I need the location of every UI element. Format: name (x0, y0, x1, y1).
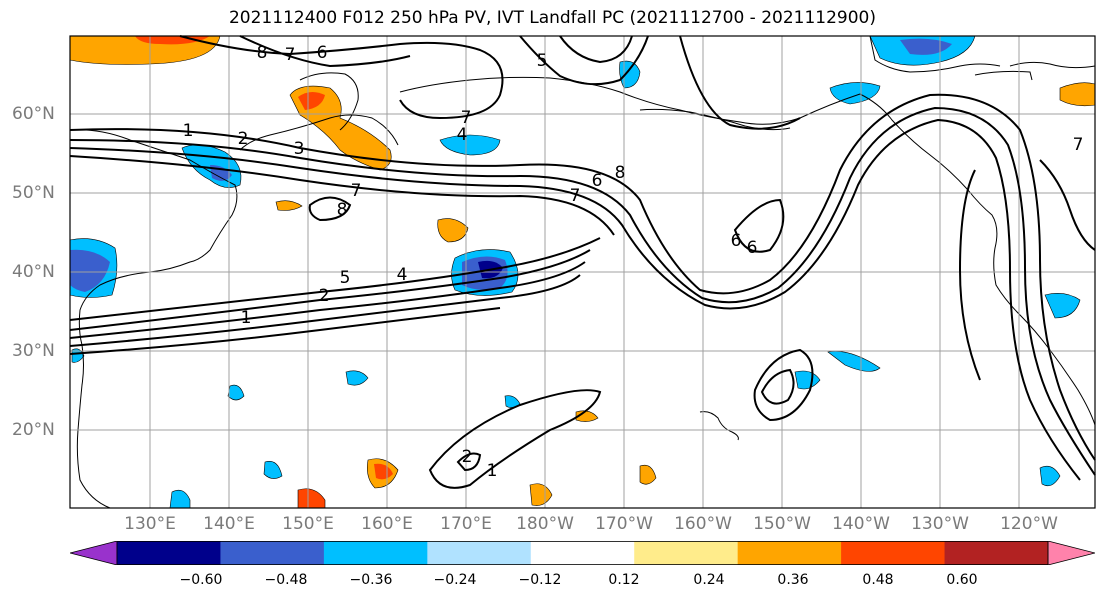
contour-labels: 8 7 6 1 2 3 4 5 7 4 8 7 8 6 5 7 2 1 2 1 … (183, 43, 1084, 481)
contour-label: 7 (351, 181, 362, 201)
lat-tick: 20°N (12, 420, 55, 440)
colorbar-extend-low (70, 541, 118, 565)
contour-label: 6 (731, 231, 742, 251)
shade-blue-south-1 (345, 370, 369, 386)
colorbar-cell (737, 541, 842, 565)
contour-label: 7 (285, 45, 296, 65)
contour-label: 8 (615, 163, 626, 183)
lat-tick: 30°N (12, 341, 55, 361)
lon-tick: 130°E (124, 514, 176, 534)
lon-tick: 160°E (361, 514, 413, 534)
shade-blue-sw-small (827, 351, 881, 372)
lon-tick: 120°W (1000, 514, 1058, 534)
contour-label: 7 (461, 108, 472, 128)
shade-red-south-1b (374, 463, 393, 480)
colorbar-label: −0.12 (518, 572, 562, 588)
colorbar-cell (220, 541, 325, 565)
colorbar-extend-high (1047, 541, 1095, 565)
contour-label: 6 (317, 43, 328, 63)
contour-label: 4 (457, 125, 468, 145)
contour-label: 2 (238, 129, 249, 149)
colorbar-cell (841, 541, 946, 565)
contour-label: 8 (337, 200, 348, 220)
colorbar-cell (944, 541, 1049, 565)
contour-label: 5 (537, 51, 548, 71)
lon-tick: 140°E (203, 514, 255, 534)
shade-blue-mexico (1044, 293, 1081, 319)
map-grid (70, 36, 1095, 508)
shade-blue-south-5 (1039, 465, 1061, 487)
colorbar-cell (117, 541, 221, 565)
lon-tick: 150°W (753, 514, 811, 534)
shade-red-south-2 (297, 488, 326, 509)
lon-tick: 150°E (282, 514, 334, 534)
colorbar-cell (634, 541, 739, 565)
colorbar-label: −0.60 (179, 572, 223, 588)
colorbar-label: −0.36 (349, 572, 393, 588)
contour-label: 1 (487, 461, 498, 481)
map-panel: 8 7 6 1 2 3 4 5 7 4 8 7 8 6 5 7 2 1 2 1 … (69, 35, 1096, 509)
contour-label: 1 (183, 121, 194, 141)
shade-blue-south-3 (263, 461, 283, 479)
contour-label: 4 (397, 265, 408, 285)
pv-contours (69, 35, 1096, 489)
shade-blue-dark-west (70, 249, 110, 292)
map-frame (69, 35, 1096, 509)
contour-label: 2 (462, 447, 473, 467)
colorbar-cell (323, 541, 428, 565)
shade-orange-small-2 (275, 200, 303, 211)
shade-orange-center (437, 218, 469, 243)
shade-orange-south-3 (529, 483, 553, 506)
colorbar-label: 0.60 (946, 572, 978, 588)
colorbar-frame (116, 541, 1049, 565)
shade-red-kamchatka (298, 91, 325, 110)
colorbar-label: 0.24 (693, 572, 725, 588)
contour-label: 3 (294, 139, 305, 159)
lat-tick: 50°N (12, 183, 55, 203)
shade-blue-south-4 (169, 489, 191, 509)
contour-label: 6 (592, 171, 603, 191)
shade-blue-upper-center (439, 134, 501, 156)
lon-tick: 180°W (516, 514, 574, 534)
contour-label: 1 (241, 308, 252, 328)
colorbar-cell (427, 541, 532, 565)
shade-orange-south-4 (639, 464, 657, 485)
shade-blue-sw-2 (794, 370, 821, 390)
lat-tick: 40°N (12, 262, 55, 282)
contour-label: 7 (1073, 135, 1084, 155)
contour-label: 5 (340, 268, 351, 288)
lon-tick: 130°W (911, 514, 969, 534)
shade-blue-alaska (619, 60, 641, 89)
colorbar-label: 0.36 (777, 572, 809, 588)
shade-blue-dark-ne (900, 38, 952, 55)
figure-title: 2021112400 F012 250 hPa PV, IVT Landfall… (228, 8, 876, 28)
lon-tick: 170°W (595, 514, 653, 534)
lon-tick: 140°W (832, 514, 890, 534)
colorbar-label: 0.12 (608, 572, 640, 588)
contour-label: 6 (747, 238, 758, 258)
colorbar-label: −0.48 (264, 572, 308, 588)
shade-blue-south-2 (227, 384, 245, 401)
colorbar-cell (530, 541, 635, 565)
lon-tick: 170°E (440, 514, 492, 534)
shade-orange-e (1059, 82, 1096, 107)
colorbar (70, 541, 1095, 565)
lat-tick: 60°N (12, 104, 55, 124)
contour-label: 8 (257, 43, 268, 63)
contour-label: 2 (319, 286, 330, 306)
contour-label: 7 (570, 186, 581, 206)
colorbar-label: −0.24 (433, 572, 477, 588)
lon-tick: 160°W (674, 514, 732, 534)
colorbar-label: 0.48 (862, 572, 894, 588)
